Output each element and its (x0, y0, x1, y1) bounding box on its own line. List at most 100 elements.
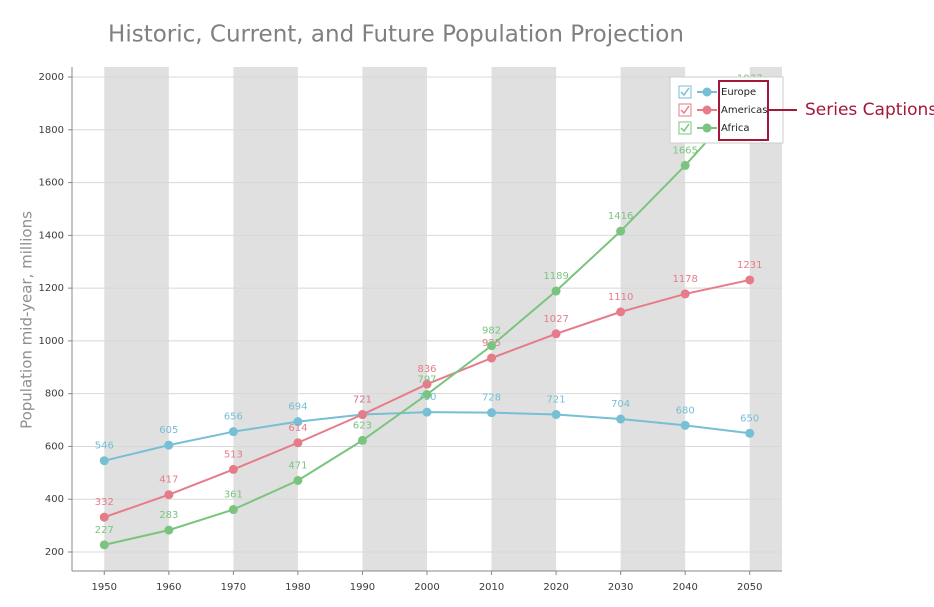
legend-label: Americas (721, 105, 767, 116)
legend-check (680, 87, 690, 97)
data-label: 605 (159, 425, 178, 436)
y-tick-label: 400 (45, 494, 64, 505)
chart-title: Historic, Current, and Future Population… (108, 22, 684, 48)
y-tick-label: 200 (45, 547, 64, 558)
band (749, 67, 782, 571)
data-label: 332 (95, 497, 114, 508)
legend-checkbox[interactable] (678, 85, 692, 99)
data-label: 656 (224, 412, 243, 423)
point (422, 407, 432, 417)
data-label: 1178 (672, 274, 697, 285)
band (620, 67, 686, 571)
legend-check (680, 105, 690, 115)
annotation-text: Series Captions (805, 100, 934, 120)
point (487, 353, 497, 363)
annotation: Series Captions (718, 80, 934, 141)
lines: 5466056566947217307287217046806503324175… (95, 74, 762, 550)
data-label: 614 (288, 423, 307, 434)
legend-checkbox[interactable] (678, 103, 692, 117)
data-label: 283 (159, 510, 178, 521)
legend-checkbox[interactable] (678, 121, 692, 135)
data-label: 694 (288, 402, 307, 413)
point (293, 475, 303, 485)
bands (104, 67, 782, 571)
point (551, 286, 561, 296)
data-label: 836 (417, 364, 436, 375)
point (228, 464, 238, 474)
point (164, 525, 174, 535)
point (487, 341, 497, 351)
point (680, 420, 690, 430)
point (422, 379, 432, 389)
data-label: 623 (353, 420, 372, 431)
x-tick-label: 1970 (221, 582, 246, 593)
data-label: 361 (224, 490, 243, 501)
data-label: 227 (95, 525, 114, 536)
x-tick-label: 2020 (543, 582, 568, 593)
x-tick-label: 1980 (285, 582, 310, 593)
data-label: 721 (547, 395, 566, 406)
x-tick-label: 2010 (479, 582, 504, 593)
y-tick-label: 600 (45, 441, 64, 452)
point (487, 408, 497, 418)
data-label: 704 (611, 399, 630, 410)
data-label: 1665 (672, 145, 697, 156)
data-label: 1189 (543, 271, 568, 282)
point (551, 329, 561, 339)
data-label: 1110 (608, 292, 633, 303)
band (104, 67, 169, 571)
band (362, 67, 427, 571)
data-label: 721 (353, 395, 372, 406)
point (616, 414, 626, 424)
point (357, 435, 367, 445)
point (228, 505, 238, 515)
data-label: 721 (353, 395, 372, 406)
y-tick-label: 1400 (39, 230, 64, 241)
y-tick-label: 1000 (39, 336, 64, 347)
data-label: 513 (224, 449, 243, 460)
data-label: 650 (740, 413, 759, 424)
legend-check (680, 123, 690, 133)
grid: 200 400 600 800 1000 1200 1400 1600 1800 2000 1950… (39, 67, 782, 593)
x-tick-label: 1960 (156, 582, 181, 593)
point (680, 289, 690, 299)
legend-marker (702, 123, 712, 133)
data-label: 982 (482, 326, 501, 337)
point (99, 540, 109, 550)
data-label: 471 (288, 460, 307, 471)
point (99, 456, 109, 466)
data-label: 680 (676, 405, 695, 416)
y-tick-label: 1600 (39, 178, 64, 189)
legend-marker (702, 105, 712, 115)
band (233, 67, 298, 571)
y-tick-label: 1200 (39, 283, 64, 294)
legend-marker (702, 87, 712, 97)
point (164, 440, 174, 450)
point (293, 438, 303, 448)
point (293, 417, 303, 427)
x-tick-label: 1990 (350, 582, 375, 593)
point (99, 512, 109, 522)
point (228, 427, 238, 437)
x-tick-label: 2000 (414, 582, 439, 593)
data-label: 1027 (543, 314, 568, 325)
data-label: 797 (417, 374, 436, 385)
legend-label: Africa (721, 123, 750, 134)
point (616, 226, 626, 236)
point (745, 428, 755, 438)
point (551, 410, 561, 420)
point (680, 160, 690, 170)
point (164, 490, 174, 500)
data-label: 1231 (737, 260, 762, 271)
point (616, 307, 626, 317)
legend: Europe Americas Africa (669, 76, 784, 144)
x-tick-label: 2040 (672, 582, 697, 593)
data-label: 1416 (608, 211, 633, 222)
legend-label: Europe (721, 87, 756, 98)
y-axis-title: Population mid-year, millions (18, 211, 36, 429)
data-label: 728 (482, 393, 501, 404)
point (745, 275, 755, 285)
y-tick-label: 800 (45, 389, 64, 400)
point (357, 410, 367, 420)
